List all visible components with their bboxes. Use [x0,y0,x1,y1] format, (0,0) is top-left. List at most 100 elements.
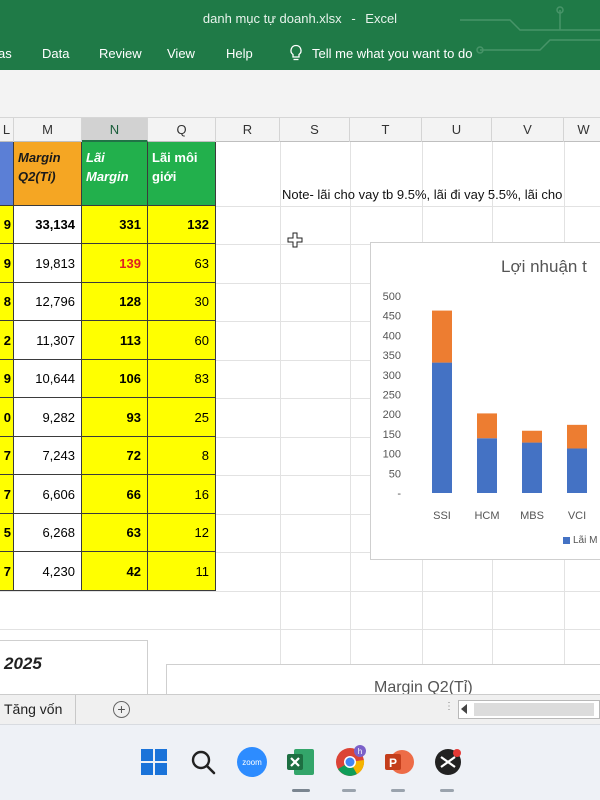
table-cell-margin[interactable]: 4,230 [14,552,82,591]
table-cell-lai-moi-gioi[interactable]: 132 [148,206,216,244]
table-cell-lai-margin[interactable]: 93 [82,398,148,437]
scroll-left-icon[interactable] [461,704,467,714]
powerpoint-icon[interactable]: P [382,745,416,779]
header-cell-lai-moi-gioi[interactable]: Lãi môi giới [148,142,216,206]
zoom-icon[interactable]: zoom [235,745,269,779]
table-cell-margin[interactable]: 6,268 [14,514,82,552]
column-headers: L M N Q R S T U V W [0,118,600,142]
chart-legend: Lãi M [563,535,597,546]
column-header-w[interactable]: W [564,118,600,142]
table-cell-lai-moi-gioi[interactable]: 12 [148,514,216,552]
x-tick-label: HCM [474,510,499,522]
profit-chart[interactable]: Lợi nhuận t 500 450 400 350 300 250 200 150 100 5… [370,242,600,560]
horizontal-scrollbar[interactable] [458,700,600,719]
zoom-label: zoom [242,758,262,767]
table-cell-l[interactable]: 2 [0,321,14,360]
table-cell-lai-moi-gioi[interactable]: 11 [148,552,216,591]
table-cell-lai-moi-gioi[interactable]: 63 [148,244,216,283]
table-cell-lai-margin[interactable]: 106 [82,360,148,398]
header-cell-margin[interactable]: Margin Q2(Tỉ) [14,142,82,206]
excel-icon[interactable] [284,745,318,779]
table-cell-lai-moi-gioi[interactable]: 8 [148,437,216,475]
cell-cursor-icon [287,232,303,248]
gridline [0,629,600,630]
tab-help[interactable]: Help [226,46,253,61]
table-cell-lai-moi-gioi[interactable]: 60 [148,321,216,360]
y-tick-label: 450 [383,311,401,323]
table-cell-lai-margin[interactable]: 331 [82,206,148,244]
chart-title: Lợi nhuận t [501,257,587,276]
column-header-t[interactable]: T [350,118,422,142]
table-cell-margin[interactable]: 10,644 [14,360,82,398]
table-cell-lai-margin[interactable]: 113 [82,321,148,360]
table-cell-margin[interactable]: 19,813 [14,244,82,283]
y-tick-label: - [397,488,401,500]
column-header-s[interactable]: S [280,118,350,142]
table-cell-l[interactable]: 9 [0,244,14,283]
table-cell-l[interactable]: 0 [0,398,14,437]
y-tick-label: 500 [383,291,401,303]
column-header-v[interactable]: V [492,118,564,142]
windows-start-icon[interactable] [137,745,171,779]
title-separator: - [351,11,356,26]
tab-formulas[interactable]: as [0,46,12,61]
tell-me-box[interactable]: Tell me what you want to do [288,44,472,62]
table-cell-lai-margin[interactable]: 42 [82,552,148,591]
gridline [0,283,600,284]
search-icon[interactable] [186,745,220,779]
header-cell-lai-margin[interactable]: Lãi Margin [82,142,148,206]
gridline [0,398,600,399]
table-cell-lai-moi-gioi[interactable]: 30 [148,283,216,321]
table-cell-margin[interactable]: 9,282 [14,398,82,437]
tab-data[interactable]: Data [42,46,70,61]
column-header-m[interactable]: M [14,118,82,142]
table-cell-lai-moi-gioi[interactable]: 16 [148,475,216,514]
add-sheet-button[interactable]: + [113,701,130,718]
bar-lai-moi-gioi [522,430,542,443]
table-cell-l[interactable]: 9 [0,360,14,398]
y-tick-label: 200 [383,409,401,421]
table-cell-lai-margin[interactable]: 139 [82,244,148,283]
table-cell-l[interactable]: 5 [0,514,14,552]
table-cell-lai-margin[interactable]: 66 [82,475,148,514]
table-cell-l[interactable]: 7 [0,437,14,475]
table-cell-lai-moi-gioi[interactable]: 83 [148,360,216,398]
column-header-n[interactable]: N [82,118,148,142]
table-cell-lai-margin[interactable]: 72 [82,437,148,475]
circuit-decoration-icon [460,6,600,54]
excel-active-indicator [292,789,310,792]
chrome-icon[interactable]: h [333,745,367,779]
table-cell-l[interactable]: 7 [0,475,14,514]
note-text[interactable]: Note- lãi cho vay tb 9.5%, lãi đi vay 5.… [282,187,563,202]
table-cell-l[interactable]: 7 [0,552,14,591]
table-cell-lai-margin[interactable]: 63 [82,514,148,552]
table-cell-lai-margin[interactable]: 128 [82,283,148,321]
sheet-tab-tang-von[interactable]: Tăng vốn [0,695,76,724]
column-header-r[interactable]: R [216,118,280,142]
gridline [0,321,600,322]
column-header-l[interactable]: L [0,118,14,142]
table-cell-margin[interactable]: 11,307 [14,321,82,360]
scroll-thumb[interactable] [474,703,594,716]
taskbar: zoom h P [0,724,600,800]
table-cell-margin[interactable]: 7,243 [14,437,82,475]
table-cell-l[interactable]: 8 [0,283,14,321]
tab-review[interactable]: Review [99,46,142,61]
year-box[interactable]: 2025 [0,640,148,694]
app-name: Excel [365,11,398,26]
table-cell-margin[interactable]: 12,796 [14,283,82,321]
legend-swatch [563,537,570,544]
header-cell-l[interactable] [0,142,14,206]
y-tick-label: 50 [389,468,401,480]
table-cell-l[interactable]: 9 [0,206,14,244]
table-cell-margin[interactable]: 6,606 [14,475,82,514]
window-title: danh mục tự doanh.xlsx - Excel [0,11,600,26]
table-cell-lai-moi-gioi[interactable]: 25 [148,398,216,437]
app-icon[interactable] [431,745,465,779]
table-cell-margin[interactable]: 33,134 [14,206,82,244]
tab-splitter[interactable]: ⋮ [444,701,455,712]
title-bar: danh mục tự doanh.xlsx - Excel [0,0,600,38]
column-header-q[interactable]: Q [148,118,216,142]
tab-view[interactable]: View [167,46,195,61]
column-header-u[interactable]: U [422,118,492,142]
